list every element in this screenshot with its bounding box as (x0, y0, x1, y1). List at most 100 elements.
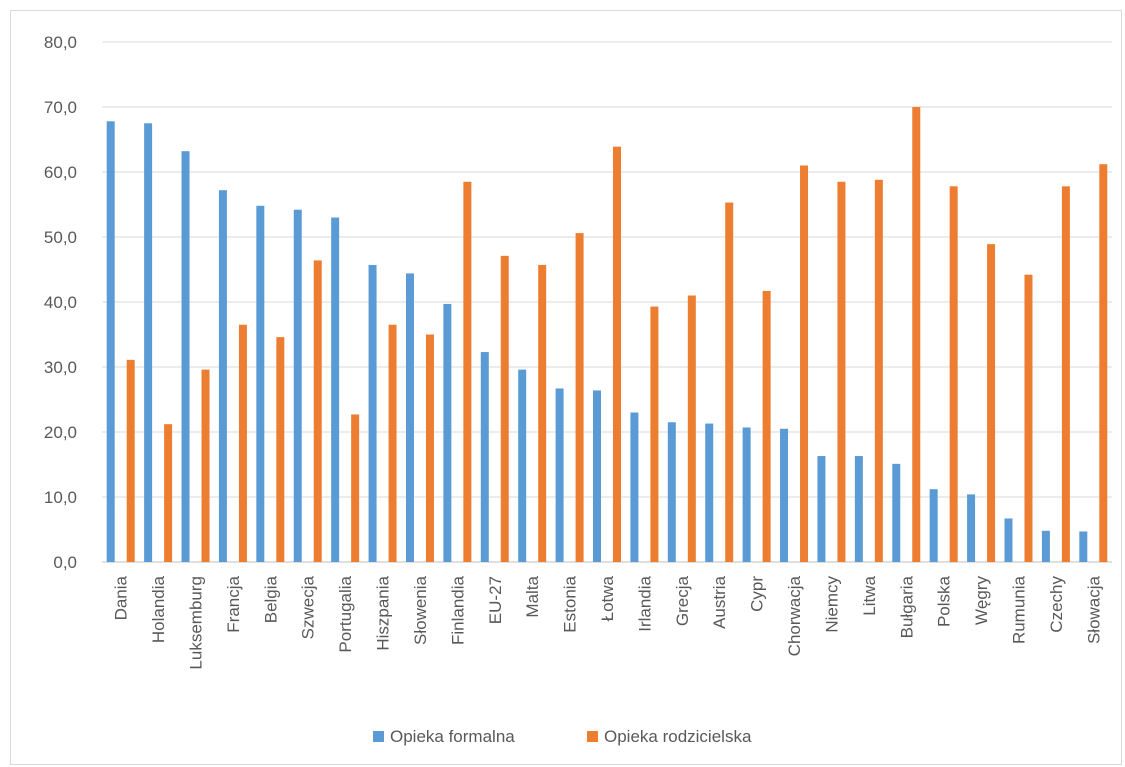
bar-opieka-rodzicielska (912, 107, 921, 562)
x-category-label: Dania (112, 575, 131, 620)
bar-opieka-formalna (405, 273, 414, 562)
x-category-label: Malta (523, 575, 542, 617)
x-category-label: Austria (710, 575, 729, 628)
bar-opieka-rodzicielska (351, 414, 360, 562)
x-category-label: Łotwa (598, 575, 617, 621)
bar-opieka-formalna (368, 264, 377, 562)
bar-opieka-rodzicielska (276, 337, 285, 562)
bar-opieka-rodzicielska (575, 233, 584, 562)
x-category-label: Szwecja (299, 575, 318, 639)
y-tick-label: 70,0 (44, 98, 77, 117)
bar-opieka-formalna (443, 303, 452, 562)
bar-opieka-rodzicielska (949, 186, 958, 563)
legend-swatch-opieka-rodzicielska (587, 731, 598, 742)
x-category-label: Chorwacja (785, 575, 804, 656)
bar-opieka-rodzicielska (874, 179, 883, 563)
bar-opieka-rodzicielska (500, 255, 509, 562)
bar-opieka-formalna (106, 121, 115, 563)
bar-opieka-formalna (630, 412, 639, 562)
bar-opieka-formalna (817, 456, 826, 562)
legend-label-opieka-rodzicielska: Opieka rodzicielska (604, 727, 752, 746)
bar-opieka-rodzicielska (425, 334, 434, 562)
bar-opieka-rodzicielska (650, 306, 659, 562)
bar-opieka-formalna (742, 427, 751, 562)
x-category-label: Hiszpania (374, 575, 393, 650)
x-category-label: Rumunia (1009, 575, 1028, 644)
x-category-label: Słowacja (1084, 575, 1103, 644)
x-category-label: Grecja (673, 575, 692, 626)
y-tick-label: 30,0 (44, 358, 77, 377)
bar-opieka-formalna (705, 423, 714, 562)
x-category-label: Węgry (972, 576, 991, 626)
bar-opieka-rodzicielska (1024, 274, 1033, 562)
x-category-label: Litwa (860, 575, 879, 615)
bar-opieka-formalna (144, 123, 153, 562)
y-axis: 0,0 10,0 20,0 30,0 40,0 50,0 60,0 70,0 80,0 (44, 33, 77, 572)
bar-opieka-formalna (181, 151, 190, 562)
gridlines (102, 41, 1112, 563)
bar-opieka-rodzicielska (613, 146, 621, 562)
bar-opieka-rodzicielska (1099, 164, 1108, 562)
bar-opieka-formalna (518, 369, 527, 562)
bar-opieka-formalna (293, 209, 302, 562)
y-tick-label: 10,0 (44, 488, 77, 507)
bar-opieka-rodzicielska (725, 202, 734, 563)
bar-opieka-formalna (854, 456, 863, 562)
x-category-label: Francja (224, 575, 243, 632)
bar-opieka-rodzicielska (313, 260, 322, 562)
x-category-label: Polska (935, 575, 954, 627)
bar-opieka-rodzicielska (687, 295, 696, 562)
chart-frame (10, 10, 1122, 765)
bar-opieka-rodzicielska (762, 290, 771, 562)
x-category-label: Belgia (261, 575, 280, 623)
bar-opieka-rodzicielska (201, 369, 210, 562)
x-category-label: Holandia (149, 575, 168, 643)
bar-opieka-formalna (967, 494, 976, 562)
bar-opieka-formalna (1004, 518, 1013, 562)
y-tick-label: 80,0 (44, 33, 77, 52)
bar-opieka-rodzicielska (388, 324, 397, 562)
bar-opieka-rodzicielska (164, 424, 173, 562)
legend: Opieka formalna Opieka rodzicielska (373, 727, 752, 746)
y-tick-label: 0,0 (53, 553, 77, 572)
bar-opieka-formalna (480, 352, 489, 562)
bar-opieka-formalna (892, 463, 901, 562)
bar-opieka-rodzicielska (538, 264, 547, 562)
x-category-label: Bułgaria (897, 575, 916, 638)
y-tick-label: 20,0 (44, 423, 77, 442)
bar-opieka-formalna (593, 390, 601, 562)
bar-opieka-rodzicielska (463, 181, 472, 562)
x-category-label: Cypr (748, 576, 767, 612)
bar-opieka-rodzicielska (1061, 186, 1070, 563)
bar-opieka-rodzicielska (800, 165, 809, 562)
bars (106, 107, 1108, 563)
bar-opieka-rodzicielska (238, 324, 247, 562)
y-tick-label: 50,0 (44, 228, 77, 247)
x-category-label: Czechy (1047, 576, 1066, 633)
bar-opieka-formalna (218, 190, 227, 562)
y-tick-label: 40,0 (44, 293, 77, 312)
bar-opieka-formalna (1079, 531, 1088, 562)
y-tick-label: 60,0 (44, 163, 77, 182)
x-category-label: Słowenia (411, 575, 430, 645)
bar-opieka-formalna (1041, 530, 1050, 562)
x-category-label: Irlandia (635, 575, 654, 631)
x-category-label: Estonia (561, 575, 580, 632)
x-axis: Dania Holandia Luksemburg Francja Belgia Szwe… (112, 575, 1104, 669)
bar-opieka-rodzicielska (987, 244, 996, 562)
bar-opieka-formalna (331, 217, 340, 562)
legend-swatch-opieka-formalna (373, 731, 384, 742)
x-category-label: Niemcy (822, 576, 841, 633)
bar-opieka-formalna (780, 428, 789, 562)
bar-opieka-formalna (256, 205, 265, 563)
x-category-label: EU-27 (486, 576, 505, 624)
x-category-label: Finlandia (448, 575, 467, 645)
bar-opieka-formalna (667, 422, 676, 562)
bar-opieka-rodzicielska (126, 359, 135, 562)
x-category-label: Portugalia (336, 575, 355, 652)
legend-label-opieka-formalna: Opieka formalna (390, 727, 515, 746)
x-category-label: Luksemburg (187, 576, 206, 670)
bar-opieka-formalna (929, 489, 938, 562)
bar-opieka-formalna (555, 388, 564, 562)
